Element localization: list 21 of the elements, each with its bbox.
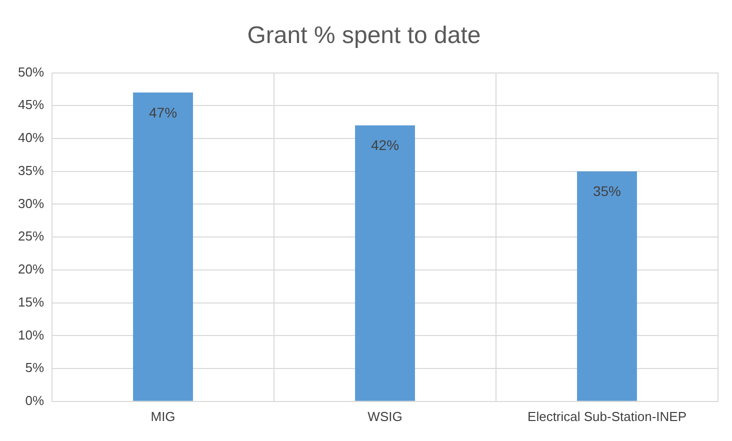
bar: [355, 125, 415, 401]
y-tick-label: 40%: [18, 130, 44, 146]
y-tick-label: 45%: [18, 97, 44, 112]
x-tick-label: WSIG: [368, 408, 402, 424]
bar: [577, 171, 637, 401]
y-tick-label: 35%: [18, 162, 44, 178]
data-label: 42%: [370, 137, 400, 154]
data-label: 47%: [149, 104, 178, 120]
y-tick-label: 30%: [18, 196, 44, 211]
y-tick-label: 25%: [18, 228, 44, 244]
y-tick-label: 15%: [18, 294, 44, 310]
y-tick-label: 10%: [18, 327, 44, 342]
x-tick-label: MIG: [150, 408, 176, 424]
y-tick-label: 50%: [18, 64, 44, 80]
chart-title: Grant % spent to date: [247, 22, 481, 50]
y-tick-label: 20%: [18, 262, 44, 277]
data-label: 35%: [592, 183, 622, 200]
x-tick-label: Electrical Sub-Station-INEP: [528, 408, 686, 424]
y-tick-label: 5%: [25, 360, 44, 376]
bar: [133, 92, 193, 401]
y-tick-label: 0%: [25, 392, 44, 408]
